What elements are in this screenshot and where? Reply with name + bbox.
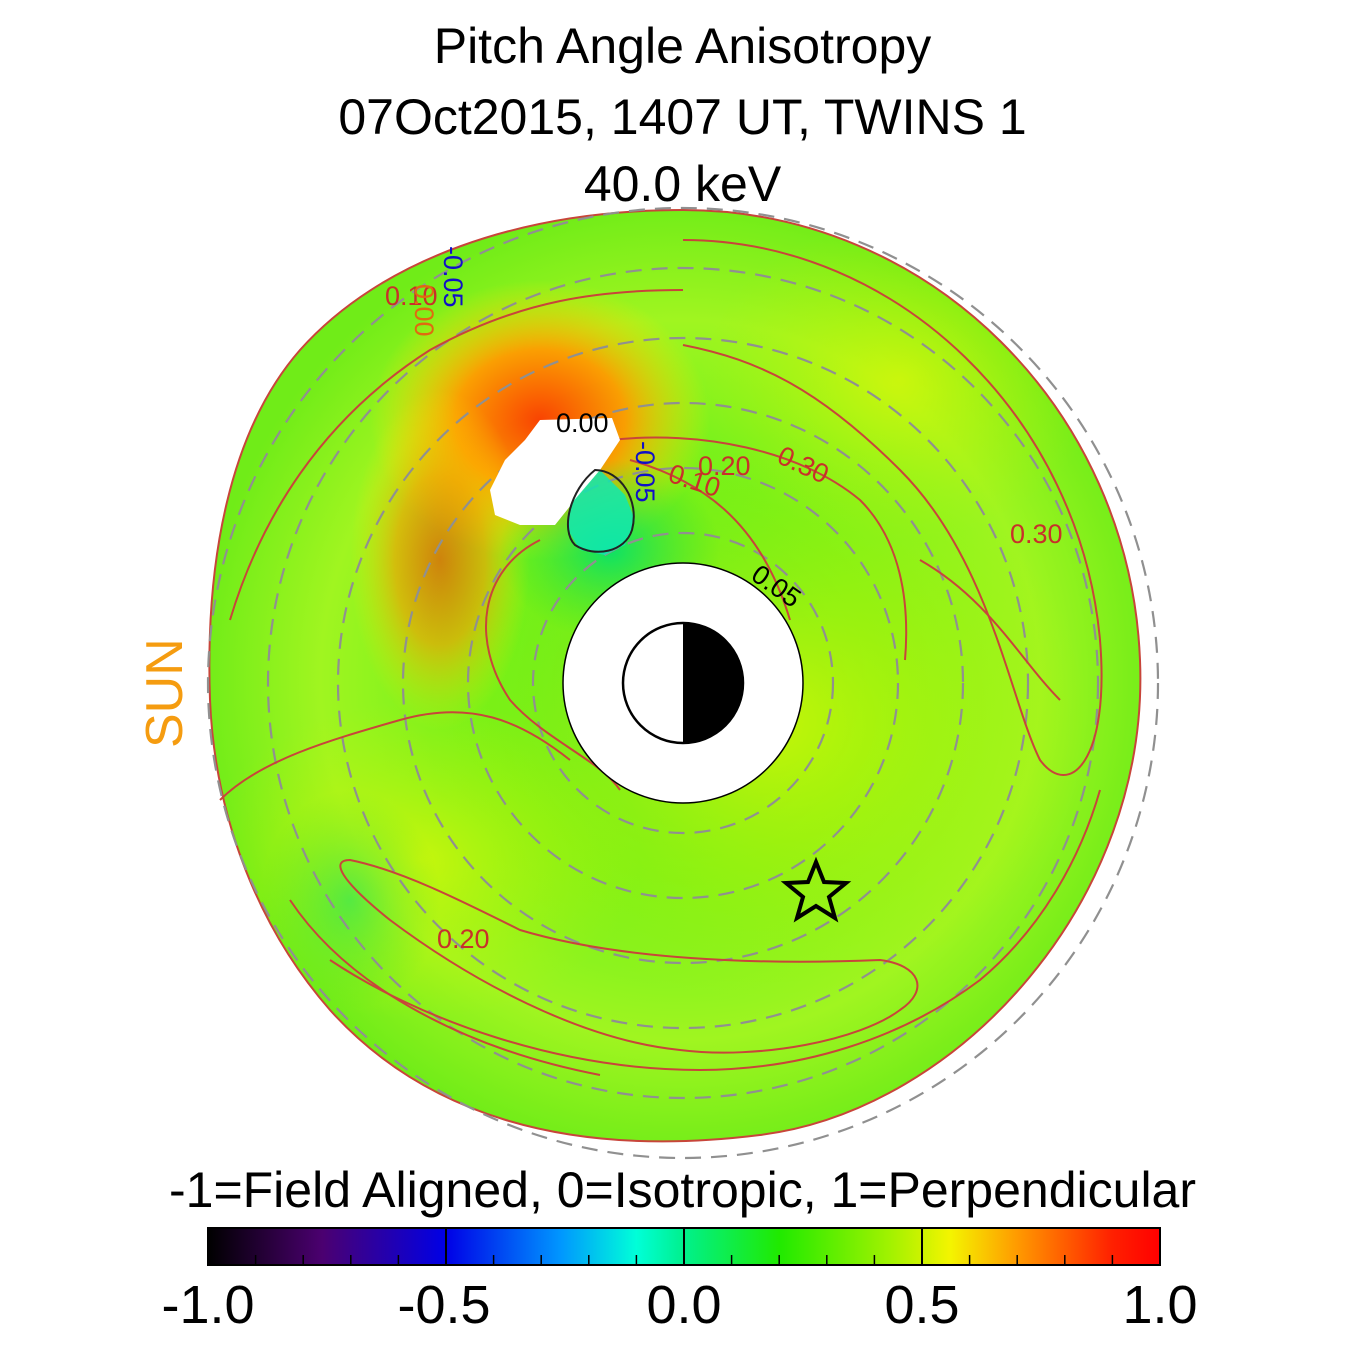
- colorbar-tick-label: -0.5: [397, 1275, 491, 1335]
- contour-label: -0.05: [438, 246, 468, 308]
- colorbar-tick-label: 0.0: [646, 1275, 722, 1335]
- title-line-2: 07Oct2015, 1407 UT, TWINS 1: [338, 89, 1027, 145]
- contour-zero-loop: [566, 468, 635, 553]
- colorbar-tick-label: -1.0: [161, 1275, 255, 1335]
- star-marker-icon: [780, 856, 852, 923]
- colorbar-tick-label: 1.0: [1122, 1275, 1198, 1335]
- earth-symbol-icon: [621, 621, 745, 745]
- contour-label: 0.00: [556, 408, 609, 438]
- disk-edge: [208, 208, 1142, 1143]
- title-line-3: 40.0 keV: [583, 156, 782, 212]
- colorbar-ticks: [207, 1228, 1161, 1265]
- title-line-1: Pitch Angle Anisotropy: [433, 18, 932, 74]
- low-anisotropy-patch: [568, 470, 635, 555]
- no-data-patch: [490, 418, 620, 525]
- sun-label-text: SUN: [136, 638, 194, 748]
- contour-label: 0.30: [1010, 519, 1063, 549]
- heatmap-disk: [209, 210, 1141, 1142]
- dashed-rings: [206, 206, 1160, 1160]
- contour-label: 0.00: [409, 284, 439, 337]
- contour-label: 0.20: [698, 451, 751, 481]
- colorbar-caption: -1=Field Aligned, 0=Isotropic, 1=Perpend…: [168, 1162, 1197, 1218]
- contour-label: 0.10: [385, 281, 438, 311]
- contour-lines: [219, 239, 1103, 1076]
- colorbar-minor-ticks: [254, 1255, 1114, 1265]
- contour-label: -0.05: [630, 441, 660, 503]
- contour-label: 0.20: [437, 924, 490, 954]
- sun-label: SUN: [136, 638, 194, 748]
- colorbar-tick-label: 0.5: [884, 1275, 960, 1335]
